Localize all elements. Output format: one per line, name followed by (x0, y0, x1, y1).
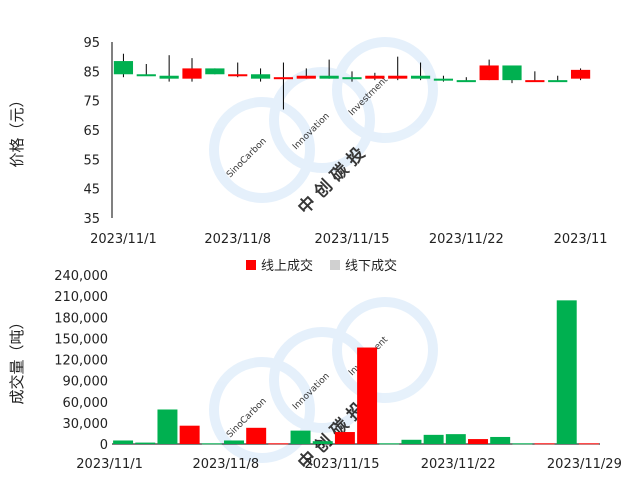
volume-bar (379, 443, 400, 445)
candle-body (182, 68, 202, 79)
volume-bar (201, 443, 222, 445)
watermark-top-en1: SinoCarbon (225, 136, 269, 180)
legend-swatch (330, 260, 340, 270)
price-y-tick-label: 75 (83, 95, 100, 110)
volume-y-tick-label: 30,000 (63, 417, 109, 432)
volume-x-tick-label: 2023/11/15 (305, 457, 380, 472)
price-x-tick-label: 2023/11/8 (204, 232, 271, 247)
candle-body (136, 74, 156, 77)
candle-body (410, 75, 431, 79)
candle-body (388, 75, 408, 79)
volume-x-tick-label: 2023/11/1 (76, 457, 143, 472)
candle-body (228, 74, 248, 77)
volume-y-tick-label: 60,000 (63, 396, 109, 411)
price-y-axis-label: 价格（元） (8, 92, 26, 167)
candle-body (456, 80, 476, 83)
price-x-tick-label: 2023/11/1 (90, 232, 157, 247)
price-y-tick-label: 95 (83, 36, 100, 51)
volume-bar (312, 441, 333, 444)
volume-y-tick-label: 90,000 (63, 375, 109, 390)
candle-body (479, 65, 499, 81)
watermark-top: SinoCarbon Innovation Investment 中 创 碳 投 (209, 37, 438, 219)
volume-bar (357, 347, 378, 444)
volume-panel: 0 30,000 60,000 90,000 120,000 150,000 180,000… (8, 258, 622, 472)
price-x-tick-label: 2023/11 (554, 232, 608, 247)
price-y-tick-label: 45 (83, 183, 100, 198)
volume-y-tick-label: 210,000 (54, 290, 108, 305)
price-y-tick-label: 85 (83, 65, 100, 80)
volume-y-tick-label: 120,000 (54, 354, 108, 369)
candle-body (502, 65, 522, 81)
volume-bar (135, 442, 156, 444)
volume-y-tick-label: 180,000 (54, 311, 108, 326)
candle-body (365, 75, 385, 79)
volume-x-tick-label: 2023/11/29 (547, 457, 622, 472)
price-x-tick-label: 2023/11/15 (315, 232, 390, 247)
volume-x-tick-label: 2023/11/8 (192, 457, 259, 472)
candle-body (273, 77, 294, 80)
volume-y-tick-label: 240,000 (54, 269, 108, 284)
candle-body (205, 68, 225, 75)
volume-bar (401, 439, 422, 444)
legend-swatch (246, 260, 256, 270)
volume-bar (468, 439, 488, 444)
candle-body (159, 75, 179, 79)
volume-bar (290, 430, 311, 444)
volume-bar (334, 432, 355, 444)
price-x-tick-label: 2023/11/22 (429, 232, 504, 247)
candle-body (113, 61, 134, 75)
candle-body (319, 75, 339, 79)
volume-y-tick-label: 150,000 (54, 332, 108, 347)
volume-bar (246, 427, 267, 444)
volume-bar (445, 434, 466, 444)
candle-body (548, 80, 568, 83)
volume-bar (556, 300, 577, 444)
price-y-tick-label: 55 (83, 153, 100, 168)
volume-bar (268, 443, 289, 445)
candle-body (342, 77, 362, 80)
volume-bar (534, 443, 555, 445)
volume-bar (578, 443, 599, 445)
volume-bar (423, 434, 444, 444)
volume-bar (157, 409, 178, 444)
volume-bar (179, 425, 200, 444)
volume-bar (512, 443, 533, 445)
price-y-tick-label: 65 (83, 124, 100, 139)
candle-body (570, 69, 591, 79)
volume-x-tick-label: 2023/11/22 (421, 457, 496, 472)
volume-bar (490, 436, 511, 444)
volume-y-tick-label: 0 (100, 438, 108, 453)
watermark-bottom: SinoCarbon Innovation Investment 中 创 碳 投 (209, 297, 438, 474)
volume-bar (113, 440, 134, 444)
candle-body (250, 74, 271, 79)
volume-bar (224, 440, 244, 444)
legend-label: 线下成交 (345, 258, 397, 274)
volume-y-axis-label: 成交量（吨） (8, 314, 26, 404)
candle-body (525, 80, 545, 83)
candle-body (296, 75, 316, 79)
legend-label: 线上成交 (261, 258, 313, 274)
candle-body (433, 78, 454, 81)
price-panel: 35 45 55 65 75 85 95 价格（元） 2023/11/1 2023/11/8 202… (8, 36, 608, 247)
price-y-tick-label: 35 (83, 212, 100, 227)
